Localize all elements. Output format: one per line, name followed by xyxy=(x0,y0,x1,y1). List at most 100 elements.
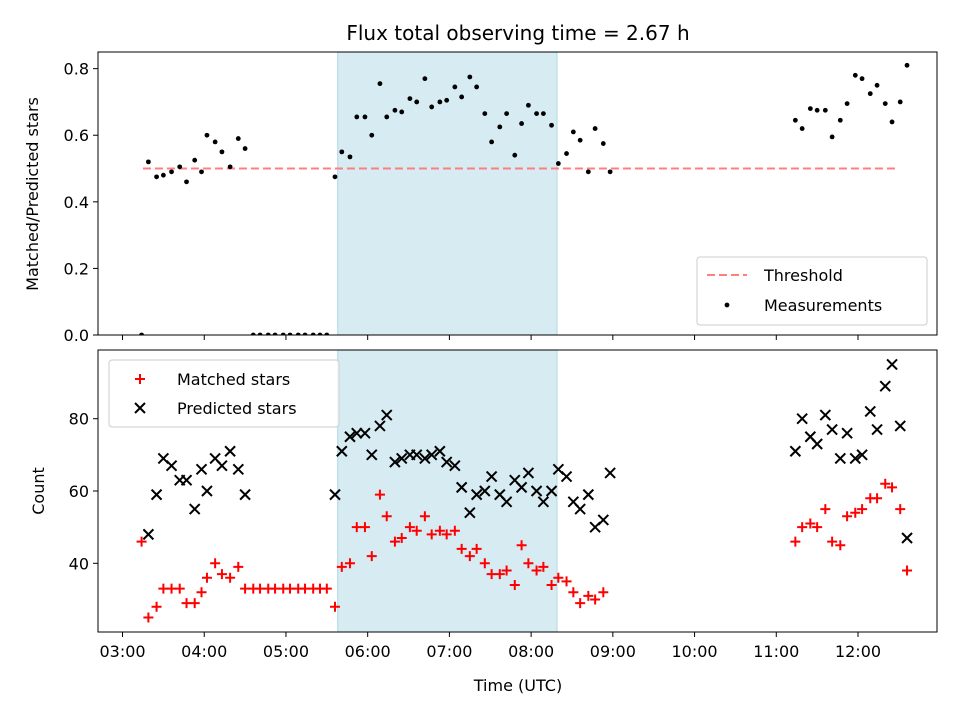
legend-measurements-label: Measurements xyxy=(764,296,882,315)
measurements-point xyxy=(414,99,420,105)
predicted-stars-point xyxy=(470,488,483,501)
measurements-point xyxy=(525,102,531,108)
measurements-point xyxy=(399,109,405,115)
matched-stars-point xyxy=(143,612,154,623)
matched-stars-point xyxy=(321,583,332,594)
measurements-point xyxy=(822,107,828,113)
x-tick-label: 07:00 xyxy=(426,642,472,661)
measurements-point xyxy=(145,159,151,165)
measurements-point xyxy=(467,74,473,80)
predicted-stars-point xyxy=(449,459,461,472)
predicted-stars-point xyxy=(796,412,808,425)
predicted-stars-point xyxy=(582,488,595,501)
measurements-point xyxy=(177,164,183,170)
legend-matched-stars-label: Matched stars xyxy=(177,370,290,389)
legend-threshold-label: Threshold xyxy=(763,266,843,285)
predicted-stars-point xyxy=(419,452,431,465)
matched-stars-point xyxy=(895,504,906,515)
ratio-frame xyxy=(97,51,938,336)
matched-stars-point xyxy=(344,558,355,569)
x-tick-label: 03:00 xyxy=(99,642,145,661)
matched-stars-point xyxy=(336,561,347,572)
matched-stars-point xyxy=(842,511,853,522)
legend-matched-stars-swatch xyxy=(135,374,145,384)
count-y-tick-label: 80 xyxy=(69,410,89,429)
predicted-stars-point xyxy=(142,528,155,541)
matched-stars-point xyxy=(568,587,579,598)
matched-stars-point xyxy=(201,572,212,583)
measurements-point xyxy=(807,106,813,111)
measurements-point xyxy=(242,146,248,151)
measurements-point xyxy=(369,132,375,138)
matched-stars-point xyxy=(456,543,467,554)
matched-stars-point xyxy=(396,533,407,543)
measurements-point xyxy=(837,117,843,123)
predicted-stars-point xyxy=(574,503,586,515)
matched-stars-point xyxy=(494,569,505,580)
measurements-point xyxy=(897,99,903,105)
measurements-point xyxy=(874,82,880,88)
measurements-point xyxy=(852,72,858,78)
matched-stars-point xyxy=(359,522,370,533)
x-axis-label: Time (UTC) xyxy=(473,676,562,695)
predicted-stars-point xyxy=(232,463,244,476)
measurements-point xyxy=(577,137,583,143)
predicted-stars-point xyxy=(329,488,341,501)
predicted-stars-point xyxy=(411,449,423,461)
matched-stars-point xyxy=(174,583,185,594)
ratio-y-tick-label: 0.4 xyxy=(64,193,89,212)
plot-layer: 0.0 0.2 0.4 0.6 0.8 Threshold Measurements 40 60… xyxy=(64,51,938,661)
measurements-point xyxy=(257,332,263,335)
predicted-stars-point xyxy=(826,423,838,436)
measurements-point xyxy=(549,122,554,128)
legend-measurements-swatch xyxy=(724,302,730,308)
predicted-stars-point xyxy=(425,449,438,461)
matched-stars-point xyxy=(812,522,823,533)
predicted-stars-point xyxy=(464,506,476,519)
measurements-point xyxy=(139,332,144,335)
measurements-point xyxy=(519,121,524,126)
predicted-stars-point xyxy=(374,420,386,432)
matched-stars-point xyxy=(366,551,377,562)
matched-stars-point xyxy=(797,522,808,533)
x-tick-label: 11:00 xyxy=(753,642,799,661)
predicted-stars-point xyxy=(344,431,356,443)
measurements-point xyxy=(272,332,278,335)
predicted-stars-point xyxy=(201,485,213,497)
measurements-point xyxy=(227,164,233,170)
measurements-point xyxy=(310,332,316,335)
matched-stars-point xyxy=(411,525,422,536)
measurements-point xyxy=(437,99,443,105)
predicted-stars-point xyxy=(789,445,802,457)
matched-stars-point xyxy=(575,598,586,609)
measurements-point xyxy=(317,332,323,335)
predicted-stars-point xyxy=(434,445,446,457)
matched-stars-point xyxy=(136,536,147,547)
predicted-stars-point xyxy=(894,420,906,432)
measurements-point xyxy=(540,111,546,116)
measurements-point xyxy=(392,107,398,113)
predicted-stars-point xyxy=(216,459,228,472)
ratio-y-tick-label: 0.8 xyxy=(64,60,89,79)
x-tick-label: 05:00 xyxy=(263,642,309,661)
matched-stars-point xyxy=(561,576,572,587)
x-tick-label: 04:00 xyxy=(181,642,227,661)
predicted-stars-point xyxy=(440,456,453,468)
measurements-point xyxy=(799,126,805,131)
matched-stars-point xyxy=(374,489,385,500)
measurements-point xyxy=(287,332,293,335)
count-y-tick-label: 60 xyxy=(69,482,89,501)
measurements-point xyxy=(235,136,241,141)
matched-stars-point xyxy=(516,540,527,551)
measurements-point xyxy=(444,97,450,103)
measurements-point xyxy=(154,174,159,180)
matched-stars-point xyxy=(404,522,415,533)
predicted-stars-point xyxy=(239,488,251,501)
predicted-stars-point xyxy=(381,409,393,421)
ratio-y-tick-label: 0.2 xyxy=(64,259,89,278)
x-tick-label: 09:00 xyxy=(590,642,636,661)
matched-stars-point xyxy=(196,587,207,598)
matched-stars-point xyxy=(887,482,898,493)
predicted-stars-point xyxy=(886,358,898,371)
matched-stars-point xyxy=(531,565,542,576)
